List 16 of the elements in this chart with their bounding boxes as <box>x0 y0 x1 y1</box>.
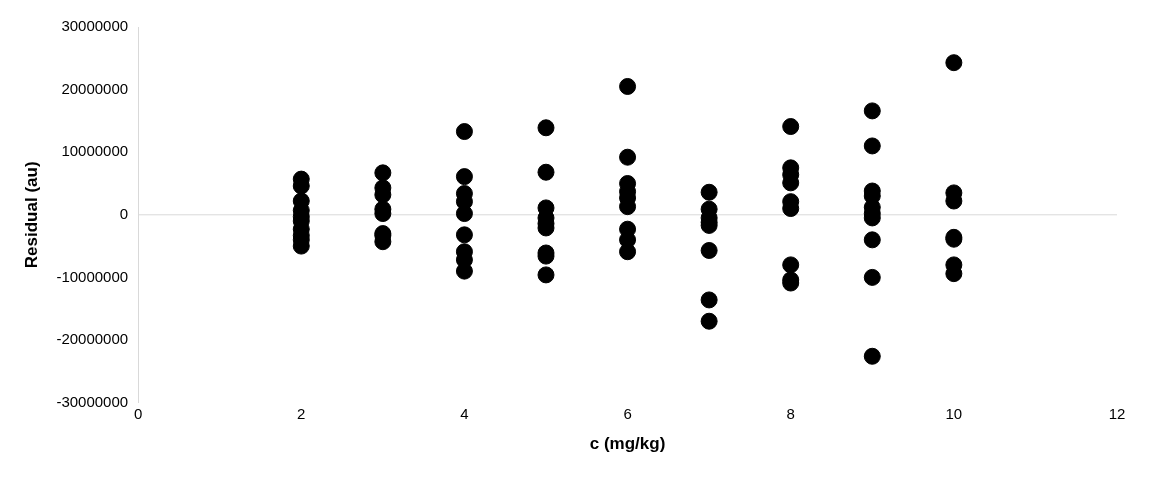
x-tick-label: 10 <box>945 404 963 422</box>
y-axis-title: Residual (au) <box>21 161 41 269</box>
x-tick-label: 0 <box>133 404 143 422</box>
x-tick-label: 12 <box>1108 404 1126 422</box>
x-tick-label: 2 <box>297 404 306 422</box>
x-tick-label: 4 <box>460 404 469 422</box>
y-tick-label: 10000000 <box>61 142 129 160</box>
x-tick-label: 6 <box>623 404 632 422</box>
y-tick-label: -10000000 <box>56 267 129 285</box>
y-tick-label: -30000000 <box>56 392 129 410</box>
y-tick-label: 20000000 <box>61 79 129 97</box>
x-tick-label: 8 <box>786 404 795 422</box>
y-tick-label: 0 <box>119 204 129 222</box>
x-axis-title: c (mg/kg) <box>589 434 666 454</box>
y-tick-label: -20000000 <box>56 330 129 348</box>
y-tick-label: 30000000 <box>61 17 129 35</box>
